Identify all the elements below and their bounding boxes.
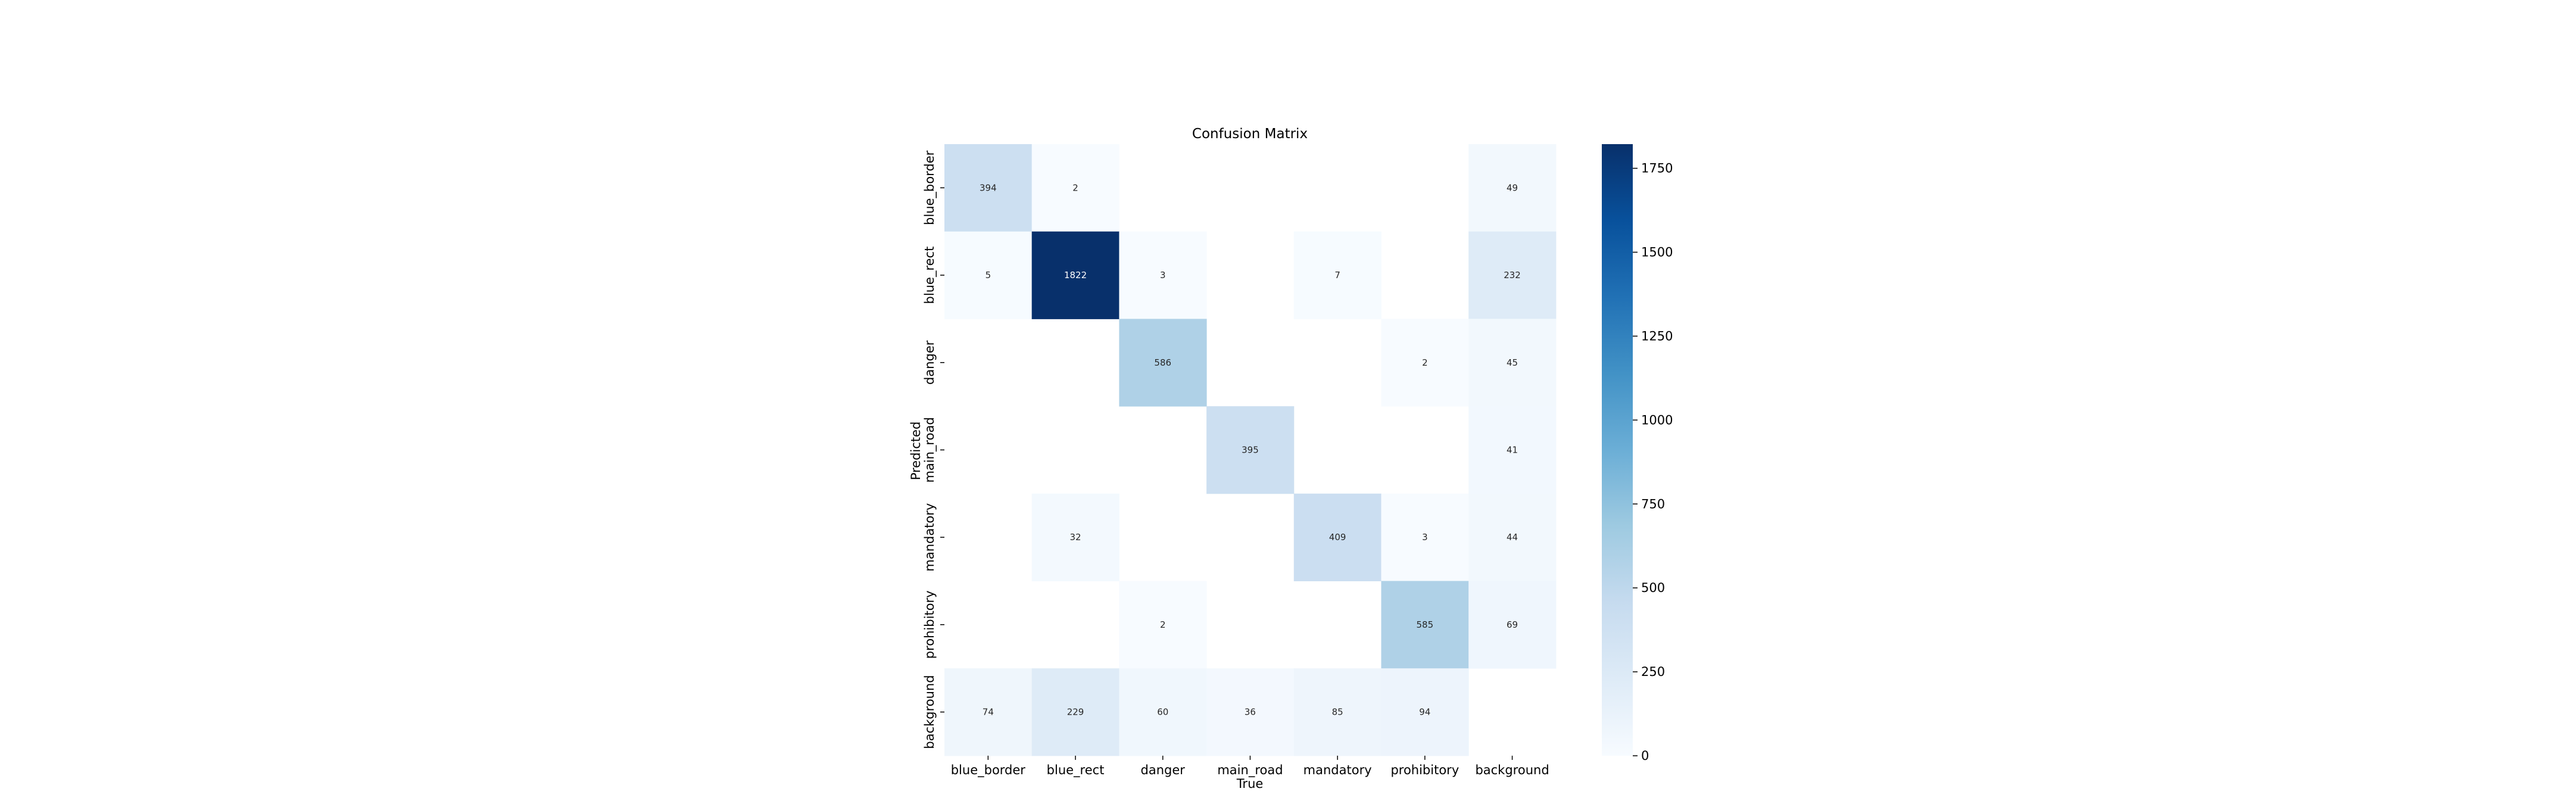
- heatmap-cell: [1381, 493, 1469, 581]
- cell-value: 3: [1422, 532, 1428, 543]
- heatmap-cell: [1381, 668, 1469, 756]
- heatmap-cell: [1468, 406, 1557, 494]
- heatmap-cells: 394 2 49 5 1822 3 7 232 586 2 45 395 41 32 409 3 44 2 585 6…: [944, 144, 1557, 756]
- x-tick-label: mandatory: [1303, 763, 1372, 777]
- colorbar: [1602, 144, 1633, 756]
- x-tick-label: main_road: [1217, 763, 1283, 778]
- cell-value: 2: [1072, 182, 1078, 193]
- y-tick-label: mandatory: [922, 503, 937, 572]
- heatmap-cell: [1468, 144, 1557, 232]
- y-tick-label: blue_border: [922, 150, 937, 225]
- colorbar-tick-label: 0: [1641, 749, 1649, 763]
- heatmap-cell: [944, 144, 1033, 232]
- cell-value: 394: [980, 182, 997, 193]
- heatmap-cell: [1293, 231, 1381, 319]
- heatmap-cell: [1293, 493, 1381, 581]
- colorbar-tick-label: 1750: [1641, 161, 1673, 176]
- x-tick-label: prohibitory: [1390, 763, 1459, 777]
- heatmap-cell: [1468, 319, 1557, 407]
- heatmap-cell: [1206, 668, 1295, 756]
- colorbar-tick-label: 1000: [1641, 413, 1673, 427]
- heatmap-cell: [1119, 581, 1207, 669]
- heatmap-cell: [1031, 493, 1119, 581]
- cell-value: 60: [1157, 707, 1168, 718]
- cell-value: 49: [1507, 182, 1518, 193]
- colorbar-ticks: 0 250 500 750 1000 1250 1500 1750: [1633, 161, 1673, 763]
- heatmap-cell: [944, 231, 1033, 319]
- cell-value: 45: [1507, 357, 1518, 368]
- cell-value: 409: [1329, 532, 1346, 543]
- y-tick-label: prohibitory: [922, 590, 937, 659]
- x-tick-label: blue_rect: [1047, 763, 1105, 778]
- y-tick-label: danger: [922, 340, 937, 385]
- cell-value: 395: [1242, 444, 1259, 455]
- heatmap-cell: [1468, 581, 1557, 669]
- colorbar-tick-label: 250: [1641, 665, 1665, 679]
- cell-value: 229: [1067, 707, 1084, 718]
- colorbar-tick-label: 500: [1641, 581, 1665, 595]
- heatmap-cell: [1031, 668, 1119, 756]
- heatmap-cell: [1381, 319, 1469, 407]
- heatmap-cell: [1119, 319, 1207, 407]
- y-axis-label: Predicted: [909, 422, 923, 481]
- y-tick-label: main_road: [922, 417, 937, 482]
- y-tick-label: background: [922, 675, 937, 749]
- cell-value: 74: [983, 707, 994, 718]
- x-tick-label: background: [1475, 763, 1549, 777]
- cell-value: 5: [986, 270, 991, 281]
- heatmap-cell: [1031, 231, 1119, 319]
- heatmap-cell: [1119, 231, 1207, 319]
- cell-value: 2: [1160, 619, 1166, 630]
- cell-value: 586: [1154, 357, 1171, 368]
- heatmap-cell: [1206, 406, 1295, 494]
- colorbar-tick-label: 1250: [1641, 329, 1673, 343]
- heatmap-cell: [1119, 668, 1207, 756]
- y-tick-label: blue_rect: [922, 247, 937, 304]
- cell-value: 36: [1245, 707, 1256, 718]
- cell-value: 85: [1332, 707, 1343, 718]
- cell-value: 1822: [1064, 270, 1087, 281]
- heatmap-cell: [1468, 493, 1557, 581]
- chart-title: Confusion Matrix: [1192, 126, 1308, 142]
- x-axis-ticks: blue_border blue_rect danger main_road manda…: [951, 755, 1549, 778]
- cell-value: 2: [1422, 357, 1428, 368]
- cell-value: 585: [1417, 619, 1434, 630]
- x-tick-label: blue_border: [951, 763, 1026, 778]
- heatmap-cell: [1293, 668, 1381, 756]
- heatmap-cell: [1468, 231, 1557, 319]
- cell-value: 94: [1419, 707, 1430, 718]
- cell-value: 232: [1504, 270, 1521, 281]
- heatmap-cell: [944, 668, 1033, 756]
- heatmap-cell: [1381, 581, 1469, 669]
- cell-value: 69: [1507, 619, 1518, 630]
- cell-value: 7: [1334, 270, 1340, 281]
- cell-value: 32: [1070, 532, 1081, 543]
- cell-value: 3: [1160, 270, 1166, 281]
- colorbar-tick-label: 1500: [1641, 245, 1673, 260]
- x-tick-label: danger: [1141, 763, 1186, 777]
- heatmap-cell: [1031, 144, 1119, 232]
- cell-value: 44: [1507, 532, 1518, 543]
- cell-value: 41: [1507, 444, 1518, 455]
- colorbar-tick-label: 750: [1641, 497, 1665, 511]
- x-axis-label: True: [1236, 777, 1264, 791]
